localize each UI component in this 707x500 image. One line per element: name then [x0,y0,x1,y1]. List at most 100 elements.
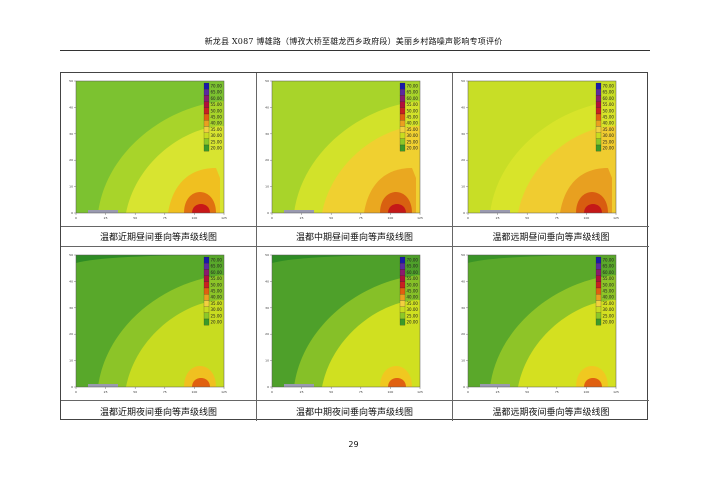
y-tick-label: 10 [265,185,269,189]
y-tick-label: 0 [267,211,269,215]
legend-swatch [203,113,210,121]
legend-swatch [203,107,210,115]
x-tick-label: 50 [329,390,333,394]
legend-swatch [399,263,406,270]
y-tick-label: 40 [461,279,465,283]
legend-swatch [203,132,210,139]
legend-label: 60.00 [603,96,615,101]
contour-figure-grid: 0 25 50 75 100 125 0 10 20 30 40 50 70.00 65.00 60.00 5… [60,72,649,421]
x-tick-label: 50 [525,216,529,220]
legend-swatch [595,306,602,313]
caption-6: 温都远期夜间垂向等声级线图 [492,407,610,418]
legend-label: 45.00 [603,115,615,120]
contour-area [468,255,616,387]
legend-swatch [399,312,406,320]
legend-label: 40.00 [407,121,419,126]
legend-swatch [203,89,210,96]
legend-label: 30.00 [603,307,615,312]
legend-label: 25.00 [407,313,419,318]
x-tick-label: 0 [271,216,273,220]
x-tick-label: 25 [496,390,500,394]
legend-swatch [399,269,406,276]
plot-frame [271,254,421,388]
legend-label: 20.00 [603,320,615,325]
legend-label: 50.00 [603,282,615,287]
legend-label: 30.00 [211,133,223,138]
x-tick-label: 100 [388,216,394,220]
x-tick-label: 0 [271,390,273,394]
y-tick-label: 40 [265,279,269,283]
contour-band-hot [192,378,210,387]
header-rule [60,50,650,51]
caption-2: 温都中期昼间垂向等声级线图 [257,227,453,247]
legend-swatch [399,82,406,90]
legend-swatch [203,275,210,282]
contour-band-hot [192,204,210,213]
legend-swatch [595,144,602,152]
contour-area [468,81,616,213]
x-tick-label: 125 [613,216,619,220]
legend-swatch [399,300,406,307]
legend-swatch [595,120,602,127]
legend-label: 35.00 [407,301,419,306]
x-tick-label: 75 [555,390,559,394]
legend-label: 50.00 [603,108,615,113]
legend-swatch [203,138,210,146]
legend-swatch [203,144,210,152]
legend-swatch [399,107,406,115]
legend-label: 65.00 [407,264,419,269]
legend-swatch [595,287,602,295]
y-tick-label: 50 [265,253,269,257]
legend-label: 20.00 [211,320,223,325]
legend-label: 25.00 [603,139,615,144]
legend-label: 35.00 [603,301,615,306]
legend-label: 60.00 [407,96,419,101]
y-tick-label: 30 [69,132,73,136]
legend-label: 30.00 [407,307,419,312]
legend-swatch [399,287,406,295]
legend-swatch [595,132,602,139]
legend-label: 65.00 [603,90,615,95]
x-tick-label: 100 [584,216,590,220]
y-tick-label: 0 [463,211,465,215]
y-tick-label: 10 [461,359,465,363]
y-tick-label: 40 [461,105,465,109]
x-tick-label: 0 [75,216,77,220]
contour-plot-3: 0 25 50 75 100 1250102030405070.0065.0060.005… [461,79,619,220]
legend-label: 55.00 [603,276,615,281]
legend-swatch [595,101,602,108]
legend-swatch [203,120,210,127]
x-tick-label: 125 [221,390,227,394]
x-tick-label: 25 [104,390,108,394]
road-marker [88,210,118,213]
legend-swatch [399,318,406,326]
legend-swatch [595,281,602,289]
legend-label: 70.00 [211,258,223,263]
x-tick-label: 50 [133,390,137,394]
legend-swatch [203,312,210,320]
y-tick-label: 30 [461,132,465,136]
y-tick-label: 50 [461,253,465,257]
legend-swatch [203,269,210,276]
legend-label: 35.00 [211,301,223,306]
legend-swatch [399,144,406,152]
x-tick-label: 125 [417,216,423,220]
legend-label: 30.00 [603,133,615,138]
y-tick-label: 40 [69,279,73,283]
legend-label: 25.00 [407,139,419,144]
road-marker [88,384,118,387]
x-tick-label: 100 [192,216,198,220]
plot-frame [75,80,225,214]
x-tick-label: 100 [584,390,590,394]
contour-band-hot [388,378,406,387]
legend-swatch [399,120,406,127]
legend-swatch [203,95,210,102]
caption-5: 温都中期夜间垂向等声级线图 [257,401,453,421]
legend-label: 25.00 [211,139,223,144]
legend-swatch [203,300,210,307]
